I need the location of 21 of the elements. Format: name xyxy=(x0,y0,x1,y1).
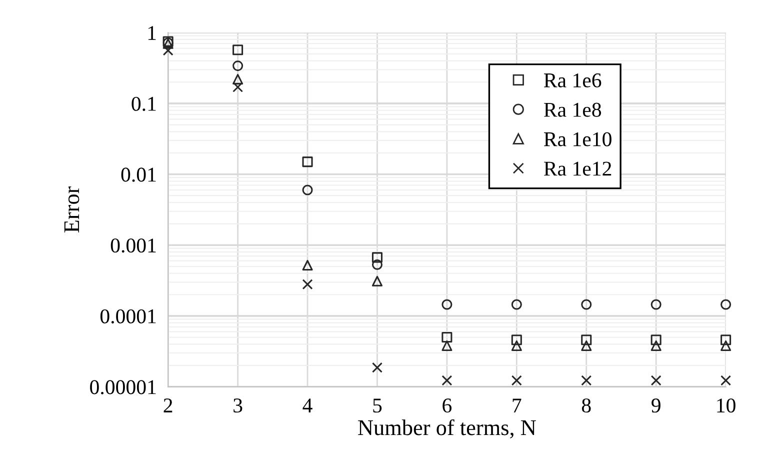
x-tick-label: 4 xyxy=(302,398,312,412)
legend-label: Ra 1e10 xyxy=(544,132,612,146)
legend-label: Ra 1e12 xyxy=(544,162,612,176)
legend-label: Ra 1e6 xyxy=(544,73,602,88)
y-tick-label: 0.001 xyxy=(110,238,156,253)
y-tick-label: 0.00001 xyxy=(90,380,156,394)
x-tick-label: 8 xyxy=(582,398,591,413)
x-tick-label: 3 xyxy=(234,398,242,413)
x-tick-label: 9 xyxy=(652,398,660,413)
y-tick-label: 0.1 xyxy=(132,96,156,111)
x-tick-label: 10 xyxy=(717,398,736,413)
y-tick-label: 0.01 xyxy=(121,168,156,182)
x-tick-label: 2 xyxy=(164,398,172,412)
y-axis-title: Error xyxy=(64,186,80,232)
y-tick-label: 1 xyxy=(148,26,156,40)
legend-label: Ra 1e8 xyxy=(544,102,602,117)
x-tick-label: 5 xyxy=(373,398,382,413)
x-tick-label: 6 xyxy=(442,398,452,413)
x-tick-label: 7 xyxy=(512,398,522,412)
y-tick-label: 0.0001 xyxy=(100,309,156,324)
x-axis-title: Number of terms, N xyxy=(358,419,536,438)
